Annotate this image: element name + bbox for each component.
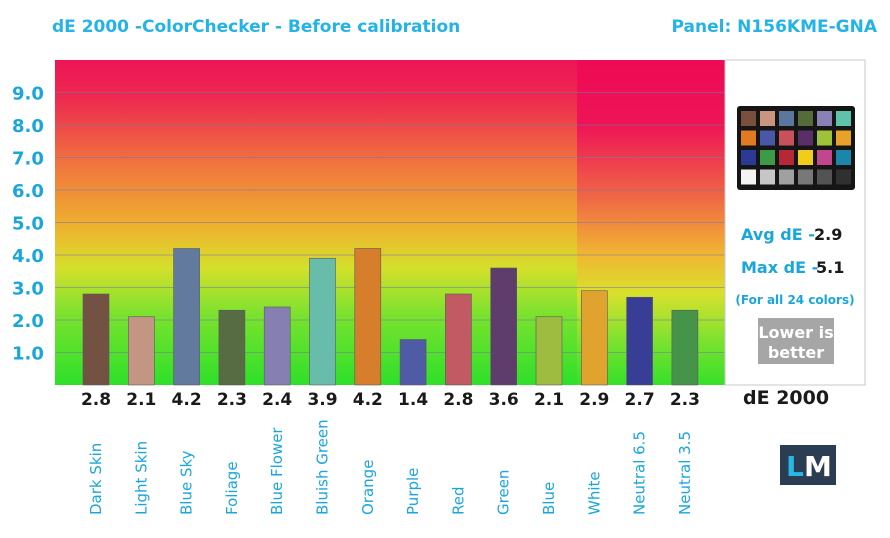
gridlines — [55, 92, 725, 353]
value-labels: 2.8 2.1 4.2 2.3 2.4 3.9 4.2 1.4 2.8 3.6 2.1 2.9 2.7 2… — [81, 390, 700, 410]
swatch — [741, 130, 756, 146]
category-label: Dark Skin — [87, 443, 105, 515]
y-axis: 1.0 2.0 3.0 4.0 5.0 6.0 7.0 8.0 9.0 — [12, 84, 44, 365]
swatch — [741, 150, 756, 165]
bar-white — [580, 290, 608, 386]
avg-de-value: 2.9 — [814, 225, 842, 244]
y-tick-label: 8.0 — [12, 116, 44, 137]
category-label: Blue — [540, 482, 558, 515]
value-label: 3.6 — [489, 390, 519, 410]
swatch — [836, 111, 851, 126]
value-label: 4.2 — [172, 390, 202, 410]
value-label: 2.9 — [579, 390, 609, 410]
bar-blue — [535, 316, 563, 386]
y-tick-label: 3.0 — [12, 279, 44, 300]
category-labels: Dark Skin Light Skin Blue Sky Foliage Blue F… — [87, 419, 694, 515]
swatch — [741, 169, 756, 185]
bar-bluish-green — [309, 257, 336, 386]
bar-green — [490, 267, 518, 386]
swatch — [836, 130, 851, 146]
value-label: 2.1 — [126, 390, 156, 410]
swatch — [817, 111, 832, 126]
colors-note: (For all 24 colors) — [735, 293, 854, 307]
swatch — [779, 150, 794, 165]
bar-dark-skin — [82, 293, 110, 386]
bar-red — [445, 293, 472, 386]
swatch — [779, 111, 794, 126]
swatch — [817, 150, 832, 165]
swatch — [779, 130, 794, 146]
swatch — [741, 111, 756, 126]
max-de-label: Max dE - — [741, 258, 818, 277]
value-label: 2.4 — [262, 390, 292, 410]
swatch — [798, 111, 813, 126]
bar-orange — [354, 248, 382, 386]
swatch — [798, 130, 813, 146]
category-label: Foliage — [223, 461, 241, 515]
swatch — [760, 169, 775, 185]
swatch — [817, 130, 832, 146]
category-label: Bluish Green — [314, 419, 332, 515]
value-label: 3.9 — [307, 390, 337, 410]
lower-is-better-line2: better — [768, 343, 824, 362]
value-label: 2.7 — [625, 390, 655, 410]
swatch — [760, 111, 775, 126]
panel-label: Panel: N156KME-GNA — [672, 17, 878, 37]
bar-blue-sky — [173, 248, 200, 386]
category-label: Light Skin — [132, 441, 150, 515]
value-label: 2.3 — [670, 390, 700, 410]
avg-de-label: Avg dE - — [741, 225, 815, 244]
category-label: Blue Sky — [178, 450, 196, 515]
bar-neutral-3-5 — [671, 309, 699, 386]
laptopmedia-logo: L M — [780, 445, 836, 485]
y-tick-label: 7.0 — [12, 149, 44, 170]
category-label: Orange — [359, 460, 377, 515]
category-label: Purple — [404, 468, 422, 515]
value-label: 4.2 — [353, 390, 383, 410]
bar-foliage — [218, 309, 246, 386]
logo-letter-l: L — [786, 450, 804, 483]
category-label: Blue Flower — [268, 427, 286, 515]
swatch — [779, 169, 794, 185]
bar-blue-flower — [263, 306, 291, 386]
max-de-value: 5.1 — [816, 258, 844, 277]
value-label: 2.3 — [217, 390, 247, 410]
category-label: White — [585, 471, 603, 515]
y-tick-label: 2.0 — [12, 311, 44, 332]
swatch — [798, 150, 813, 165]
y-tick-label: 5.0 — [12, 214, 44, 235]
category-label: Neutral 6.5 — [631, 431, 649, 515]
swatch — [836, 169, 851, 185]
swatch — [760, 150, 775, 165]
y-tick-label: 9.0 — [12, 84, 44, 105]
lower-is-better-badge — [758, 318, 834, 364]
category-label: Neutral 3.5 — [676, 431, 694, 515]
y-tick-label: 6.0 — [12, 181, 44, 202]
swatch — [836, 150, 851, 165]
chart-title: dE 2000 -ColorChecker - Before calibrati… — [52, 17, 460, 37]
y-tick-label: 1.0 — [12, 344, 44, 365]
category-label: Red — [449, 487, 467, 516]
bar-purple — [399, 339, 427, 386]
value-label: 2.8 — [443, 390, 473, 410]
lower-is-better-line1: Lower is — [758, 323, 833, 342]
logo-letter-m: M — [804, 450, 832, 483]
bars — [82, 248, 699, 386]
metric-label: dE 2000 — [743, 387, 829, 409]
value-label: 2.1 — [534, 390, 564, 410]
value-label: 1.4 — [398, 390, 428, 410]
colorchecker-icon — [737, 106, 855, 190]
value-label: 2.8 — [81, 390, 111, 410]
swatch — [760, 130, 775, 146]
y-tick-label: 4.0 — [12, 246, 44, 267]
swatch — [817, 169, 832, 185]
swatch — [798, 169, 813, 185]
bar-light-skin — [128, 316, 155, 386]
bar-neutral-6-5 — [626, 296, 653, 386]
category-label: Green — [495, 470, 513, 515]
